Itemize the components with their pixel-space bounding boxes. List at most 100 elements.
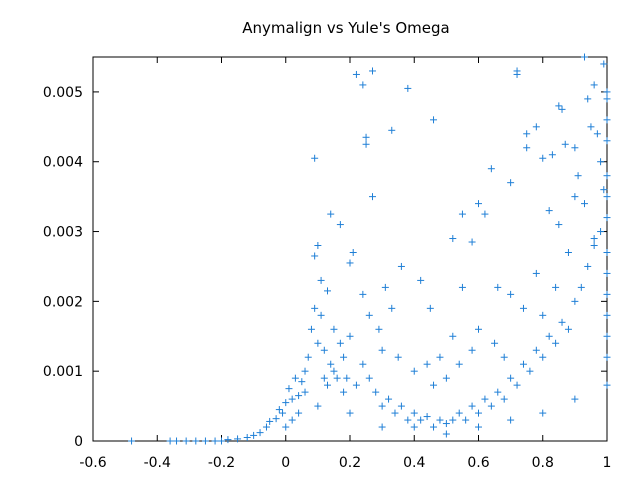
data-point: [442, 374, 450, 382]
data-point: [166, 437, 174, 445]
data-point: [571, 297, 579, 305]
data-point: [491, 339, 499, 347]
data-point: [320, 374, 328, 382]
data-point: [481, 395, 489, 403]
data-point: [507, 374, 515, 382]
data-point: [603, 137, 611, 145]
data-point: [324, 381, 332, 389]
data-point: [349, 248, 357, 256]
x-tick-label: 0.4: [403, 455, 425, 471]
data-point: [211, 437, 219, 445]
data-point: [581, 53, 589, 61]
data-point: [327, 210, 335, 218]
x-tick-label: 0.2: [339, 455, 361, 471]
data-point: [590, 235, 598, 243]
data-point: [475, 325, 482, 333]
data-point: [436, 353, 444, 361]
data-point: [523, 144, 531, 152]
data-point: [346, 409, 354, 417]
data-point: [291, 374, 299, 382]
data-point: [336, 221, 344, 229]
data-point: [597, 228, 605, 236]
data-point: [234, 435, 242, 443]
data-point: [442, 430, 450, 438]
x-tick-label: 0.6: [467, 455, 489, 471]
data-point: [288, 416, 296, 424]
data-point: [603, 311, 611, 319]
data-point: [256, 429, 264, 437]
data-point: [513, 381, 521, 389]
data-point: [523, 130, 531, 138]
data-point: [307, 325, 315, 333]
data-point: [571, 193, 579, 201]
data-point: [597, 158, 605, 166]
data-point: [301, 367, 309, 375]
data-point: [494, 283, 502, 291]
axis-ticks: -0.6 -0.4 -0.2 0 0.2 0.4 0.6 0.8 1 0 0.001 0.002 0.0…: [43, 57, 612, 471]
data-point: [603, 95, 611, 103]
data-point: [519, 304, 527, 312]
y-tick-label: 0.002: [43, 294, 83, 310]
data-point: [388, 126, 396, 134]
data-point: [468, 238, 476, 246]
chart-title: Anymalign vs Yule's Omega: [242, 19, 449, 37]
data-point: [600, 60, 608, 68]
data-point: [442, 420, 450, 428]
data-point: [603, 248, 611, 256]
data-point: [282, 399, 290, 407]
data-point: [577, 283, 585, 291]
data-point: [320, 346, 328, 354]
data-point: [304, 353, 312, 361]
data-point: [298, 378, 306, 386]
data-point: [593, 130, 601, 138]
data-point: [507, 179, 515, 187]
data-point: [571, 395, 579, 403]
data-point: [423, 413, 431, 421]
data-point: [272, 415, 280, 423]
data-point: [455, 409, 463, 417]
data-point: [475, 200, 482, 208]
data-point: [603, 172, 611, 180]
data-point: [173, 437, 181, 445]
data-point: [603, 214, 611, 222]
data-point: [340, 353, 348, 361]
data-point: [458, 283, 466, 291]
data-point: [564, 248, 572, 256]
data-point: [462, 416, 470, 424]
data-point: [581, 200, 589, 208]
x-tick-label: 1: [603, 455, 612, 471]
data-point: [519, 360, 527, 368]
data-point: [417, 416, 425, 424]
data-point: [397, 402, 405, 410]
data-point: [218, 437, 225, 445]
data-point: [346, 259, 354, 267]
data-point: [330, 367, 338, 375]
data-point: [394, 353, 402, 361]
data-point: [603, 381, 611, 389]
data-point: [327, 360, 335, 368]
data-point: [368, 67, 376, 75]
data-point: [378, 346, 386, 354]
data-point: [571, 144, 579, 152]
data-point: [317, 276, 325, 284]
data-point: [590, 81, 598, 89]
data-point: [430, 381, 438, 389]
x-tick-label: 0: [281, 455, 290, 471]
data-point: [324, 287, 332, 295]
data-point: [500, 353, 508, 361]
data-point: [481, 210, 489, 218]
data-point: [410, 409, 418, 417]
data-point: [603, 193, 611, 201]
data-point: [365, 374, 373, 382]
data-point: [346, 332, 354, 340]
data-point: [282, 423, 290, 431]
data-point: [250, 431, 258, 439]
data-point: [285, 385, 293, 393]
data-point: [279, 409, 287, 417]
data-point: [500, 395, 508, 403]
data-point: [243, 434, 251, 442]
data-point: [378, 423, 386, 431]
data-point: [603, 290, 611, 298]
data-point: [436, 416, 444, 424]
x-tick-label: -0.6: [79, 455, 106, 471]
